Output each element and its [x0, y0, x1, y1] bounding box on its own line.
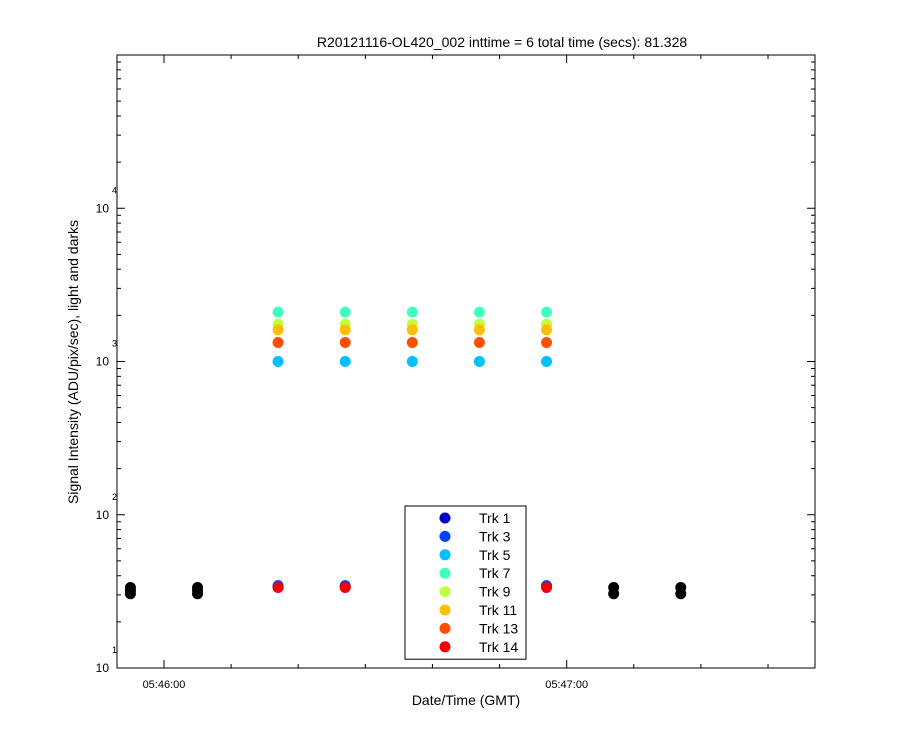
legend-marker-4	[439, 586, 451, 598]
point-trk-13-1	[339, 337, 351, 349]
legend-marker-6	[439, 622, 451, 634]
point-dark-9	[675, 588, 687, 600]
legend-label-6: Trk 13	[479, 620, 518, 636]
legend-marker-3	[439, 567, 451, 579]
point-trk-13-3	[473, 337, 485, 349]
point-trk-14-1	[339, 582, 351, 594]
legend-box	[404, 505, 527, 660]
legend-label-4: Trk 9	[479, 584, 511, 600]
point-trk-13-0	[272, 337, 284, 349]
legend-label-2: Trk 5	[479, 547, 511, 563]
point-trk-11-2	[406, 324, 418, 336]
point-trk-14-0	[272, 582, 284, 594]
legend-label-1: Trk 3	[479, 528, 511, 544]
legend-marker-0	[439, 512, 451, 524]
y-tick-exponent-3: 4	[112, 185, 117, 195]
legend-marker-2	[439, 549, 451, 561]
y-tick-exponent-0: 1	[112, 645, 117, 655]
point-dark-5	[192, 588, 204, 600]
x-tick-label-0: 05:46:00	[143, 679, 186, 691]
legend-marker-7	[439, 641, 451, 653]
legend-label-7: Trk 14	[479, 639, 518, 655]
point-trk-11-4	[541, 324, 553, 336]
point-trk-5-3	[473, 356, 485, 367]
point-trk-5-4	[541, 356, 553, 367]
point-trk-14-4	[541, 582, 553, 594]
y-tick-label-3: 10	[96, 201, 110, 215]
axis-ticks	[117, 55, 815, 669]
y-axis-label: Signal Intensity (ADU/pix/sec), light an…	[65, 220, 81, 504]
point-trk-7-4	[541, 306, 553, 318]
legend-marker-1	[439, 530, 451, 542]
point-trk-7-3	[473, 306, 485, 318]
x-tick-label-1: 05:47:00	[545, 679, 588, 691]
point-trk-5-1	[339, 356, 351, 367]
point-trk-11-1	[339, 324, 351, 336]
y-tick-label-0: 10	[96, 661, 110, 675]
legend-marker-5	[439, 604, 451, 616]
legend-label-3: Trk 7	[479, 565, 511, 581]
x-axis-label: Date/Time (GMT)	[412, 692, 520, 708]
legend-label-5: Trk 11	[479, 602, 517, 618]
point-trk-7-0	[272, 306, 284, 318]
chart-title: R20121116-OL420_002 inttime = 6 total ti…	[317, 34, 688, 50]
point-dark-7	[608, 588, 620, 600]
point-trk-7-1	[339, 306, 351, 318]
point-trk-13-4	[541, 337, 553, 349]
y-tick-label-2: 10	[96, 355, 110, 369]
legend: Trk 1 Trk 3 Trk 5 Trk 7 Trk 9 Trk 11 Trk 13 Trk…	[404, 505, 527, 660]
point-dark-2	[124, 588, 136, 600]
y-tick-label-1: 10	[96, 508, 110, 522]
point-trk-13-2	[406, 337, 418, 349]
y-tick-exponent-2: 3	[112, 339, 117, 349]
y-tick-exponent-1: 2	[112, 492, 117, 502]
point-trk-5-0	[272, 356, 284, 367]
point-trk-5-2	[406, 356, 418, 367]
point-trk-11-3	[473, 324, 485, 336]
point-trk-7-2	[406, 306, 418, 318]
legend-label-0: Trk 1	[479, 510, 511, 526]
point-trk-11-0	[272, 324, 284, 336]
